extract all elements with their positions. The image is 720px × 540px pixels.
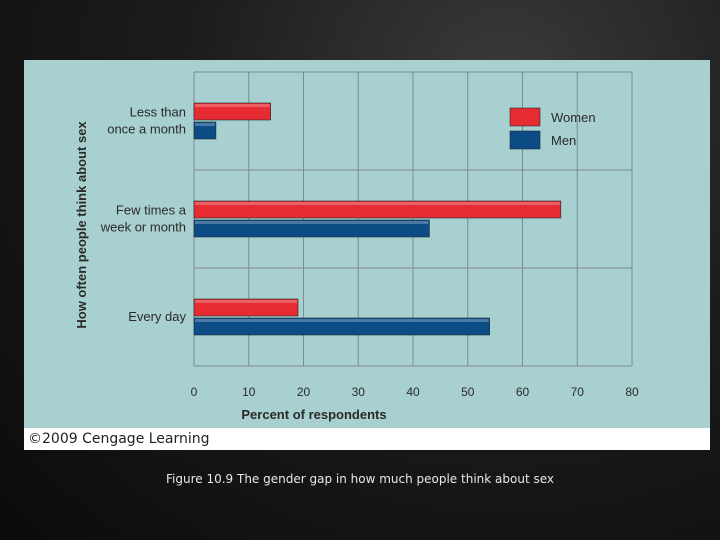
category-label-line: Few times a <box>116 203 187 218</box>
bar-women-0 <box>193 102 271 121</box>
x-tick-label: 30 <box>352 385 366 399</box>
bar-chart: Less than once a month Few times a week or … <box>74 71 639 422</box>
legend-swatch-women <box>509 107 541 127</box>
bar-highlight <box>195 104 270 107</box>
legend: Women Men <box>509 107 596 150</box>
y-axis-title: How often people think about sex <box>74 121 89 329</box>
x-tick-label: 50 <box>461 385 475 399</box>
bar-highlight <box>195 300 298 303</box>
x-tick-label: 60 <box>516 385 530 399</box>
bar-highlight <box>195 123 215 126</box>
gridlines <box>193 71 633 367</box>
bar-highlight <box>195 319 489 322</box>
category-label-line: Every day <box>128 309 186 324</box>
x-tick-label: 10 <box>242 385 256 399</box>
legend-label-women: Women <box>551 110 596 125</box>
legend-label-men: Men <box>551 133 576 148</box>
category-label-line: week or month <box>100 220 186 235</box>
bar-men-2 <box>193 317 490 336</box>
x-tick-label: 20 <box>297 385 311 399</box>
chart-background <box>24 60 710 428</box>
category-label: Less than once a month <box>107 105 186 137</box>
category-label-line: Less than <box>130 105 186 120</box>
bar-men-1 <box>193 219 430 238</box>
copyright-notice: ©2009 Cengage Learning <box>28 431 210 447</box>
category-labels: Less than once a month Few times a week or … <box>100 105 187 325</box>
bars <box>193 102 562 336</box>
figure-caption: Figure 10.9 The gender gap in how much p… <box>166 472 554 486</box>
category-label: Few times a week or month <box>100 203 187 235</box>
bar-women-2 <box>193 298 299 317</box>
x-tick-label: 80 <box>625 385 639 399</box>
category-label: Every day <box>128 309 186 324</box>
x-tick-label: 40 <box>406 385 420 399</box>
x-tick-labels: 0 10 20 30 40 50 60 70 80 <box>191 385 639 399</box>
x-axis-title: Percent of respondents <box>241 407 386 422</box>
x-tick-label: 70 <box>571 385 585 399</box>
x-tick-label: 0 <box>191 385 198 399</box>
figure-panel: Less than once a month Few times a week or … <box>24 60 710 450</box>
bar-women-1 <box>193 200 562 219</box>
bar-highlight <box>195 221 429 224</box>
legend-swatch-men <box>509 130 541 150</box>
bar-highlight <box>195 202 560 205</box>
bar-men-0 <box>193 121 217 140</box>
category-label-line: once a month <box>107 122 186 137</box>
